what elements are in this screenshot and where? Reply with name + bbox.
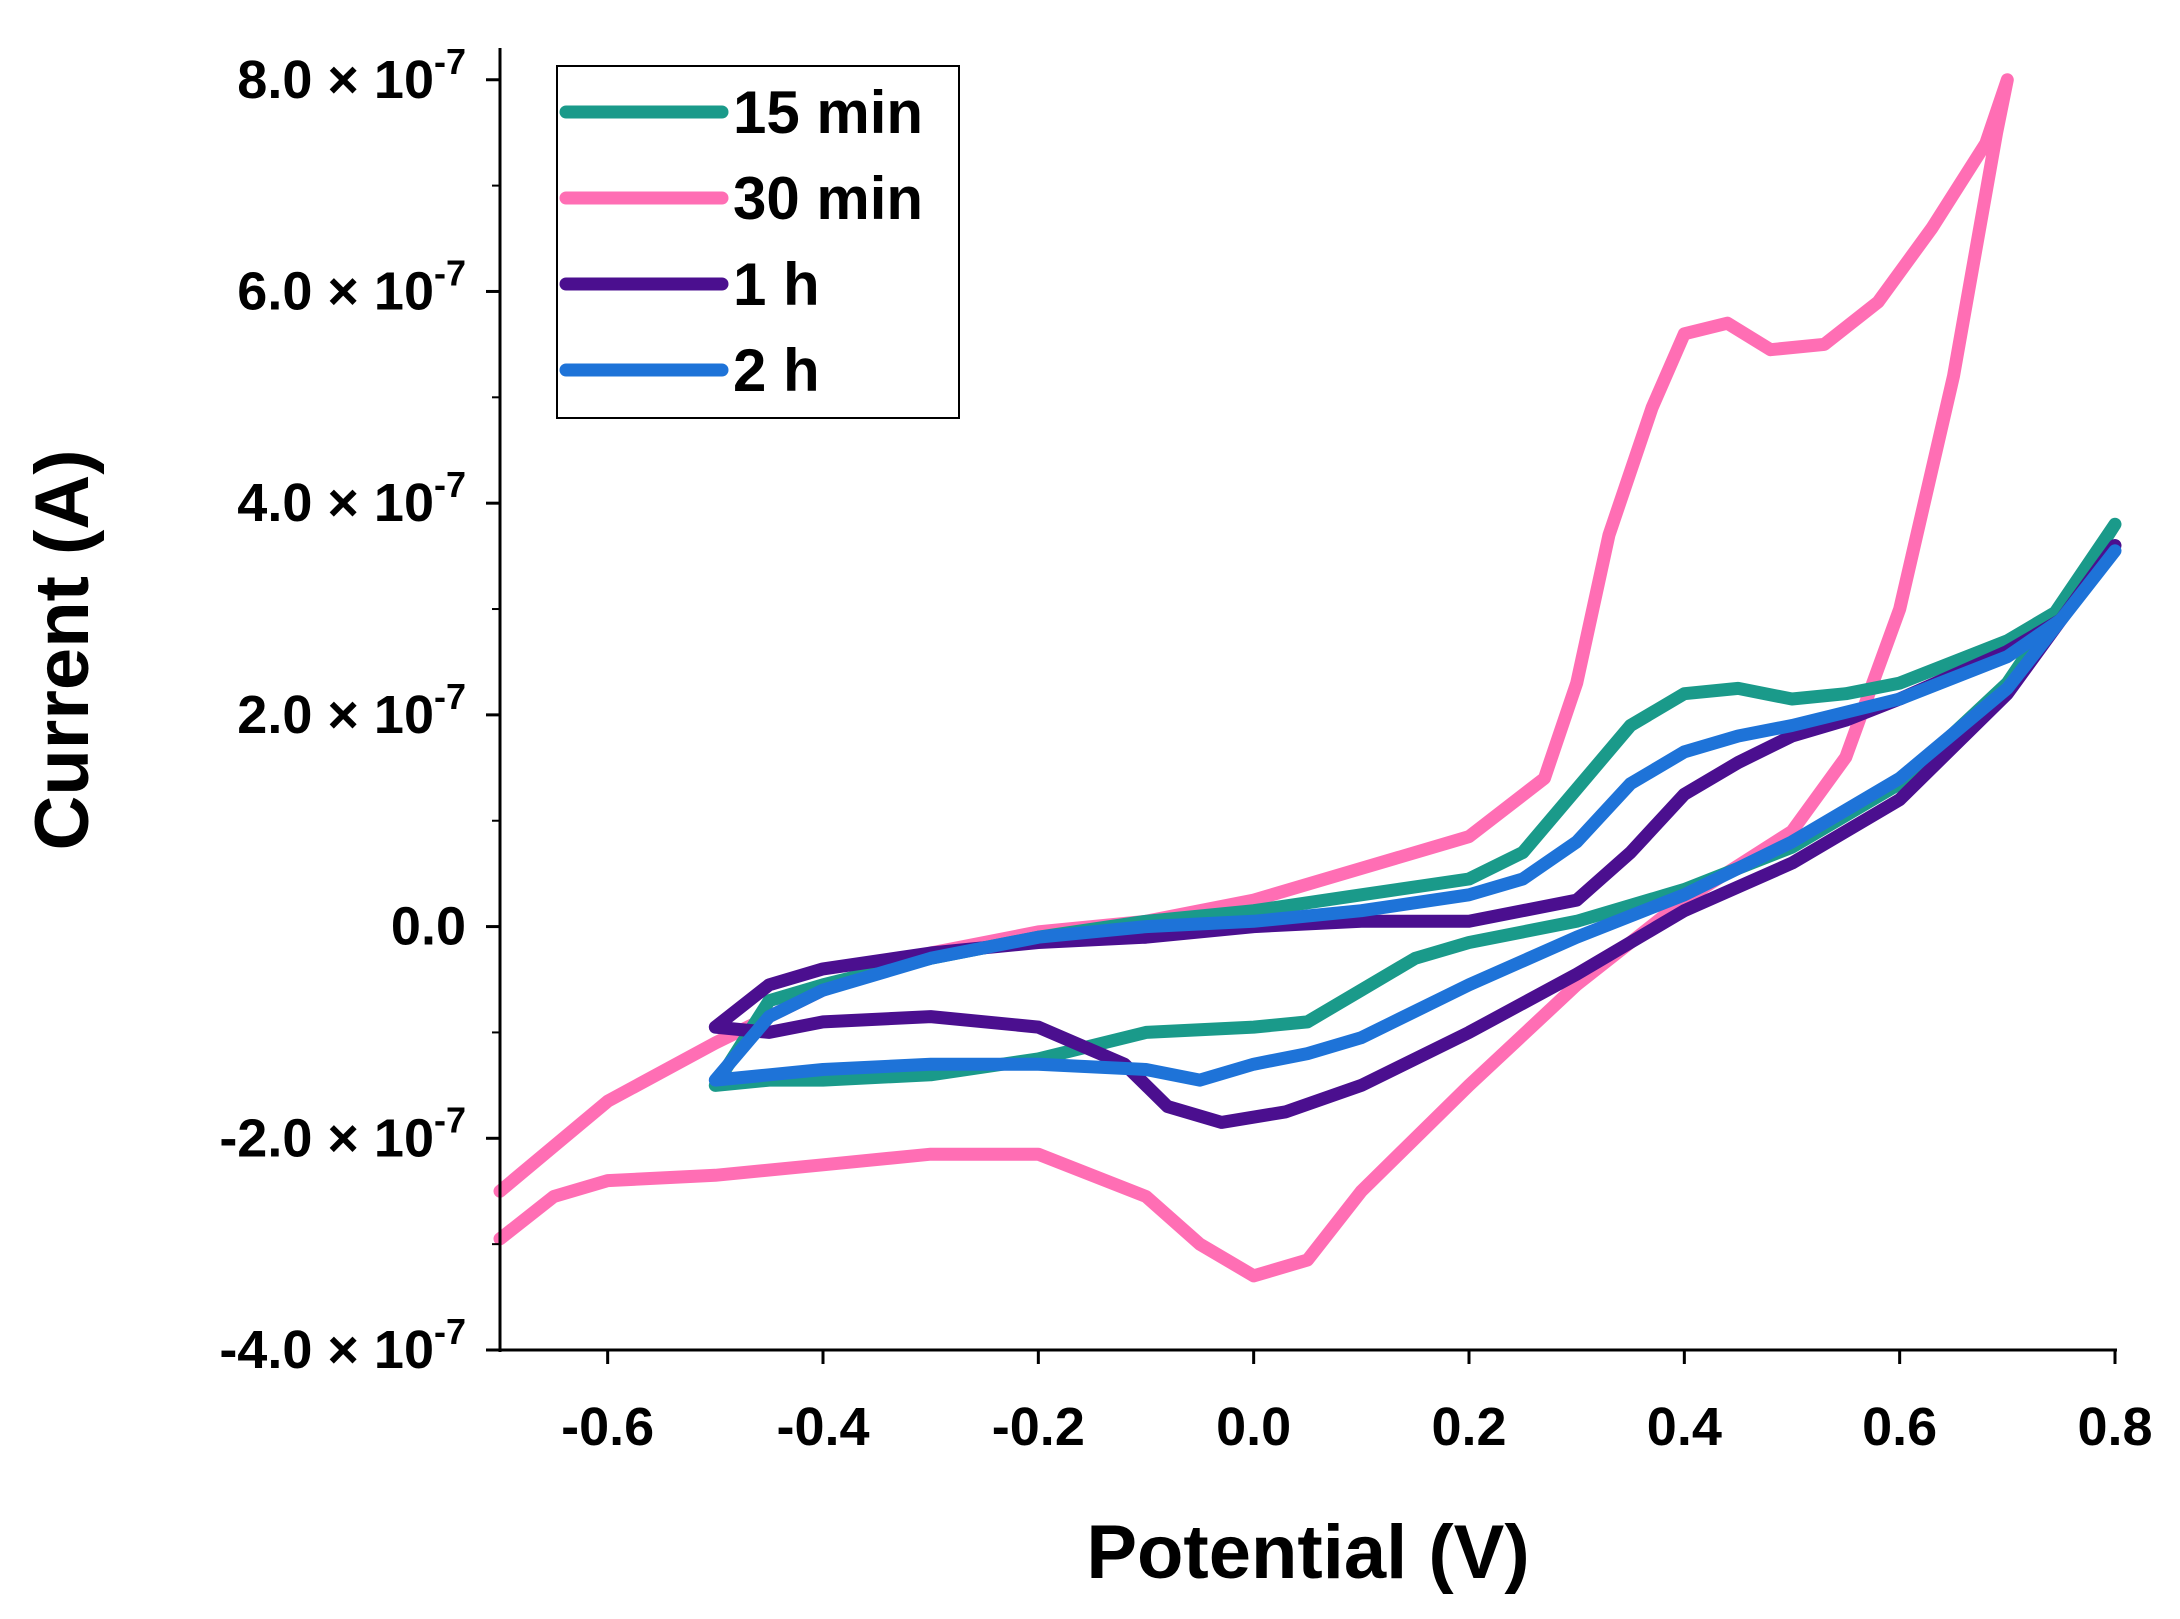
x-tick-label: -0.6 bbox=[561, 1397, 654, 1457]
y-axis-title: Current (A) bbox=[20, 449, 105, 850]
x-tick-label: -0.2 bbox=[992, 1397, 1085, 1457]
x-tick-label: 0.2 bbox=[1431, 1397, 1506, 1457]
y-tick-label: 2.0 × 10-7 bbox=[237, 676, 466, 745]
y-tick-label: 4.0 × 10-7 bbox=[237, 464, 466, 533]
x-tick-label: 0.4 bbox=[1647, 1397, 1722, 1457]
legend-items: 15 min 30 min 1 h 2 h bbox=[559, 79, 923, 404]
legend: 15 min 30 min 1 h 2 h bbox=[556, 65, 960, 419]
y-tick-label: 6.0 × 10-7 bbox=[237, 252, 466, 321]
series-line-15-min bbox=[708, 517, 2122, 1092]
x-tick-label: -0.4 bbox=[776, 1397, 869, 1457]
x-tick-label: 0.0 bbox=[1216, 1397, 1291, 1457]
series-line-1-h bbox=[708, 539, 2122, 1129]
x-axis-title: Potential (V) bbox=[1086, 1510, 1529, 1595]
legend-label: 1 h bbox=[733, 251, 820, 318]
y-tick-label: -2.0 × 10-7 bbox=[219, 1099, 466, 1168]
series-line-30-min bbox=[493, 73, 2014, 1283]
legend-box bbox=[556, 65, 960, 419]
y-tick-label: 8.0 × 10-7 bbox=[237, 41, 466, 110]
x-tick-label: 0.8 bbox=[2077, 1397, 2152, 1457]
axes-layer bbox=[498, 48, 2117, 1352]
x-tick-label: 0.6 bbox=[1862, 1397, 1937, 1457]
legend-label: 2 h bbox=[733, 337, 820, 404]
y-tick-label: 0.0 bbox=[391, 897, 466, 957]
legend-label: 30 min bbox=[733, 165, 923, 232]
y-tick-label: -4.0 × 10-7 bbox=[219, 1311, 466, 1380]
series-line-2-h bbox=[708, 544, 2122, 1087]
legend-label: 15 min bbox=[733, 79, 923, 146]
ticks-layer: -0.6 -0.4 -0.2 0.0 0.2 0.4 0.6 0.8 8.0 × 10-7 6.0… bbox=[219, 41, 2152, 1457]
series-layer bbox=[493, 73, 2122, 1283]
